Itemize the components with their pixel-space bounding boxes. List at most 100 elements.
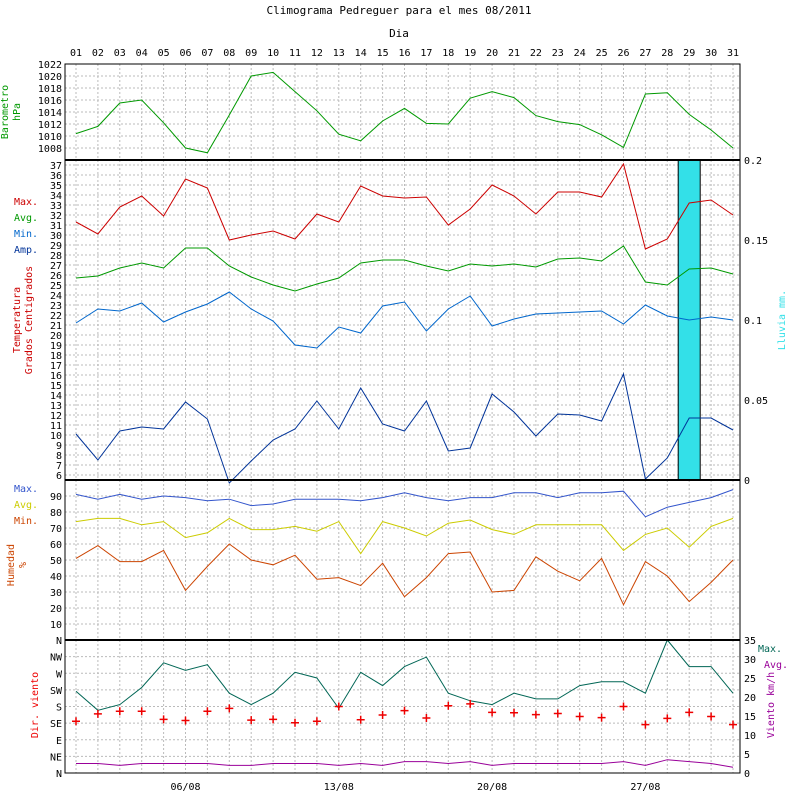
wind-dir-point bbox=[531, 710, 540, 719]
temp-tick-label: 25 bbox=[50, 281, 62, 292]
temp-avg-line bbox=[75, 245, 734, 292]
wind-dir-point bbox=[159, 715, 168, 724]
wind-dir-label: N bbox=[56, 769, 62, 780]
hum-tick-label: 20 bbox=[50, 604, 62, 615]
temp-legend-item: Min. bbox=[14, 229, 38, 240]
wind-dir-point bbox=[466, 699, 475, 708]
day-label: 31 bbox=[727, 48, 739, 59]
wind-dir-point bbox=[356, 715, 365, 724]
temp-tick-label: 21 bbox=[50, 321, 62, 332]
wind-dir-point bbox=[378, 710, 387, 719]
day-label: 29 bbox=[683, 48, 695, 59]
wind-speed-tick: 20 bbox=[744, 693, 756, 704]
baro-tick-label: 1010 bbox=[38, 132, 62, 143]
hum-tick-label: 70 bbox=[50, 524, 62, 535]
wind-dir-label: W bbox=[56, 669, 63, 680]
date-label: 20/08 bbox=[477, 782, 507, 793]
hum-legend-item: Avg. bbox=[14, 500, 38, 511]
wind-speed-tick: 30 bbox=[744, 655, 756, 666]
temp-min-line bbox=[75, 291, 734, 349]
temp-legend-item: Avg. bbox=[14, 213, 38, 224]
rain-axis-label: Lluvia mm. bbox=[777, 290, 788, 350]
hum-legend-item: Min. bbox=[14, 516, 38, 527]
baro-line bbox=[75, 71, 734, 154]
temp-tick-label: 11 bbox=[50, 421, 62, 432]
rain-tick-label: 0.15 bbox=[744, 236, 768, 247]
temp-tick-label: 10 bbox=[50, 431, 62, 442]
wind-avg-line bbox=[76, 759, 734, 768]
wind-speed-tick: 15 bbox=[744, 712, 756, 723]
date-label: 06/08 bbox=[170, 782, 200, 793]
day-label: 17 bbox=[420, 48, 432, 59]
wind-dir-point bbox=[269, 715, 278, 724]
x-axis-title: Dia bbox=[389, 27, 409, 40]
temp-tick-label: 6 bbox=[56, 471, 62, 482]
temp-tick-label: 33 bbox=[50, 201, 62, 212]
temp-tick-label: 31 bbox=[50, 221, 62, 232]
baro-tick-label: 1008 bbox=[38, 144, 62, 155]
temp-tick-label: 35 bbox=[50, 181, 62, 192]
temp-tick-label: 23 bbox=[50, 301, 62, 312]
day-label: 28 bbox=[661, 48, 673, 59]
temp-tick-label: 19 bbox=[50, 341, 62, 352]
wind-dir-point bbox=[641, 720, 650, 729]
temp-tick-label: 12 bbox=[50, 411, 62, 422]
temp-legend-item: Max. bbox=[14, 197, 38, 208]
temp-tick-label: 28 bbox=[50, 251, 62, 262]
day-label: 07 bbox=[201, 48, 213, 59]
temp-tick-label: 16 bbox=[50, 371, 62, 382]
wind-dir-point bbox=[247, 716, 256, 725]
temp-tick-label: 30 bbox=[50, 231, 62, 242]
wind-dir-point bbox=[93, 709, 102, 718]
hum-tick-label: 90 bbox=[50, 492, 62, 503]
rain-tick-label: 0.05 bbox=[744, 396, 768, 407]
day-label: 10 bbox=[267, 48, 279, 59]
wind-dir-point bbox=[619, 702, 628, 711]
wind-legend-max: Max. bbox=[758, 644, 782, 655]
temp-tick-label: 24 bbox=[50, 291, 62, 302]
wind-dir-label: NE bbox=[50, 752, 62, 763]
day-label: 19 bbox=[464, 48, 476, 59]
hum-tick-label: 40 bbox=[50, 572, 62, 583]
wind-dir-label: S bbox=[56, 703, 62, 714]
wind-dir-point bbox=[422, 713, 431, 722]
wind-speed-tick: 35 bbox=[744, 636, 756, 647]
wind-dir-label: SE bbox=[50, 719, 62, 730]
day-label: 11 bbox=[289, 48, 301, 59]
day-label: 04 bbox=[136, 48, 148, 59]
wind-speed-tick: 0 bbox=[744, 769, 750, 780]
temp-tick-label: 14 bbox=[50, 391, 62, 402]
baro-tick-label: 1022 bbox=[38, 60, 62, 71]
hum-legend-item: Max. bbox=[14, 484, 38, 495]
temp-tick-label: 26 bbox=[50, 271, 62, 282]
temp-max-line bbox=[75, 162, 734, 250]
temp-tick-label: 8 bbox=[56, 451, 62, 462]
rain-tick-label: 0.2 bbox=[744, 156, 762, 167]
temp-tick-label: 27 bbox=[50, 261, 62, 272]
wind-dir-label: NW bbox=[50, 653, 63, 664]
hum-tick-label: 80 bbox=[50, 508, 62, 519]
day-label: 05 bbox=[158, 48, 170, 59]
wind-dir-label: E bbox=[56, 736, 62, 747]
wind-dir-point bbox=[72, 717, 80, 726]
wind-legend-avg: Avg. bbox=[764, 660, 788, 671]
chart-title: Climograma Pedreguer para el mes 08/2011 bbox=[267, 4, 532, 17]
hum-tick-label: 30 bbox=[50, 588, 62, 599]
baro-tick-label: 1014 bbox=[38, 108, 62, 119]
temp-tick-label: 15 bbox=[50, 381, 62, 392]
wind-dir-point bbox=[137, 707, 146, 716]
day-label: 08 bbox=[223, 48, 235, 59]
day-labels: 01 02 03 04 05 06 07 08 09 10 11 12 13 14 15 16 17 18 19 20… bbox=[70, 48, 739, 59]
wind-dir-point bbox=[729, 720, 737, 729]
wind-speed-tick: 25 bbox=[744, 674, 756, 685]
plot-frame bbox=[64, 63, 741, 774]
hum-avg-line bbox=[75, 517, 734, 555]
wind-dir-point bbox=[400, 706, 409, 715]
temp-axis-label: TemperaturaGrados Centigrados bbox=[12, 266, 35, 374]
humidity-panel: 10 20 30 40 50 60 70 80 90 N Max. Avg. Min. Humedad% bbox=[6, 480, 740, 647]
day-label: 20 bbox=[486, 48, 498, 59]
hum-tick-label: 50 bbox=[50, 556, 62, 567]
date-label: 13/08 bbox=[324, 782, 354, 793]
